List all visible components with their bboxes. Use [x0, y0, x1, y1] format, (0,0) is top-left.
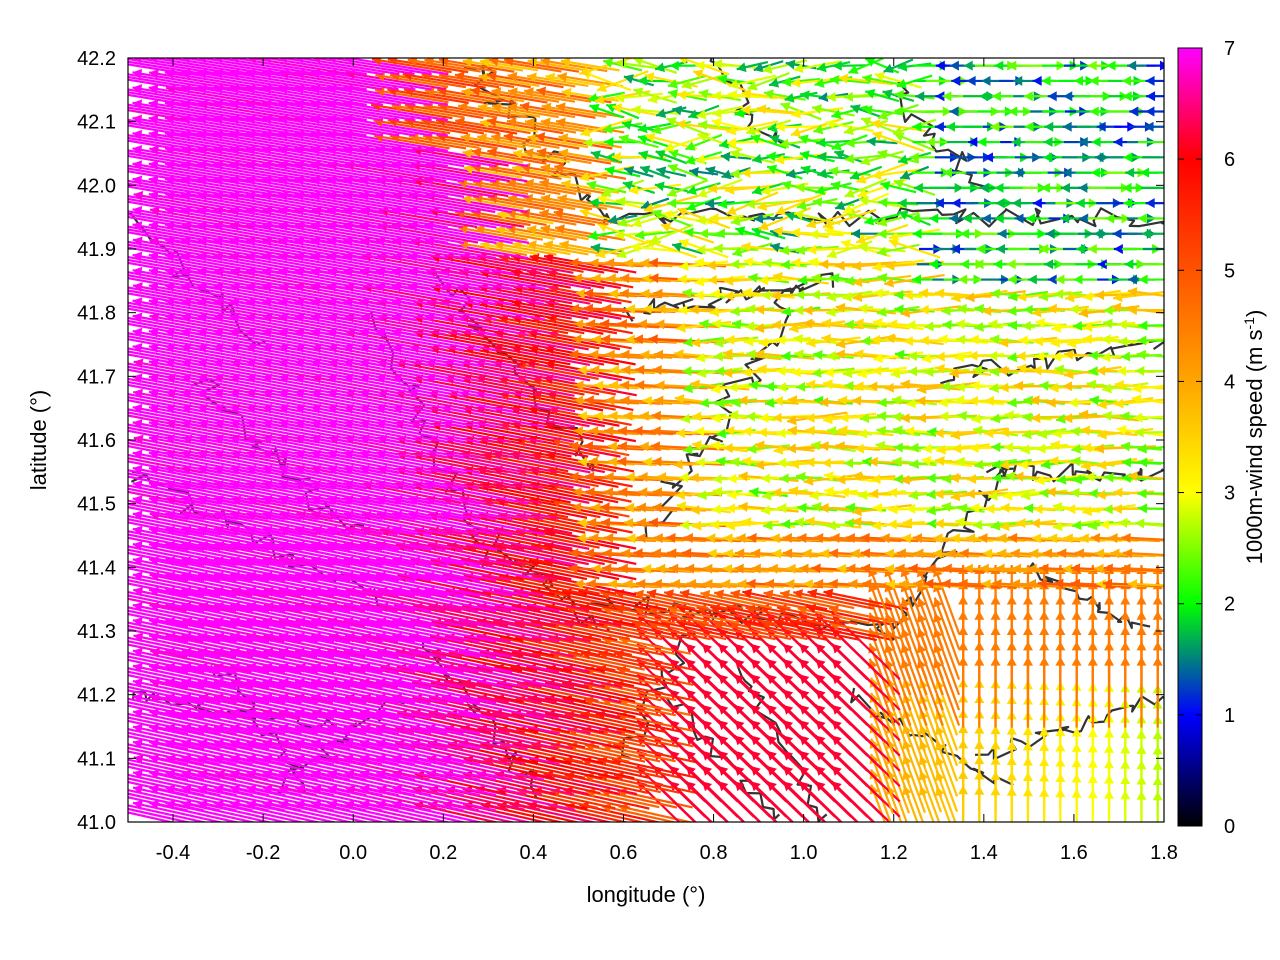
wind-arrow — [128, 697, 221, 720]
colorbar-tick-label: 5 — [1224, 260, 1235, 282]
wind-arrow — [128, 780, 189, 797]
y-tick-label: 42.0 — [77, 175, 116, 197]
wind-arrow — [133, 754, 237, 781]
y-tick-label: 41.4 — [77, 557, 116, 579]
wind-arrow — [128, 704, 189, 720]
x-tick-label: 0.4 — [519, 842, 547, 864]
wind-arrow — [128, 773, 221, 797]
wind-arrow — [132, 799, 225, 822]
colorbar-tick-label: 3 — [1224, 483, 1235, 505]
wind-arrow — [128, 796, 189, 812]
colorbar-tick-label: 4 — [1224, 371, 1235, 393]
x-tick-label: 1.4 — [970, 842, 998, 864]
colorbar-tick-label: 1 — [1224, 705, 1235, 727]
contour-line — [940, 338, 1164, 385]
plot-area — [128, 58, 1164, 822]
wind-arrow — [128, 777, 205, 797]
x-axis-title: longitude (°) — [587, 882, 706, 907]
contour-line — [642, 281, 808, 541]
wind-vectors — [128, 58, 1164, 822]
colorbar-tick-label: 6 — [1224, 149, 1235, 171]
wind-arrow — [128, 788, 221, 812]
x-tick-label: -0.4 — [156, 842, 190, 864]
wind-arrow — [132, 723, 237, 751]
y-tick-label: 41.3 — [77, 621, 116, 643]
x-tick-label: 1.8 — [1150, 842, 1178, 864]
wind-arrow — [128, 728, 221, 751]
y-tick-label: 41.9 — [77, 239, 116, 261]
wind-arrow — [128, 667, 221, 689]
wind-arrow — [132, 738, 237, 766]
colorbar-tick-label: 0 — [1224, 816, 1235, 838]
y-tick-label: 41.2 — [77, 685, 116, 707]
wind-arrow — [128, 731, 205, 751]
x-tick-label: 0.8 — [700, 842, 728, 864]
y-tick-label: 41.8 — [77, 303, 116, 325]
wind-arrow — [128, 765, 189, 781]
wind-arrow — [128, 762, 205, 781]
colorbar-fill — [1177, 47, 1203, 827]
y-tick-label: 41.5 — [77, 494, 116, 516]
wind-arrow — [128, 701, 205, 720]
wind-arrow — [128, 746, 205, 766]
wind-arrow — [132, 693, 237, 720]
wind-arrow — [128, 673, 189, 689]
wind-arrow — [128, 807, 192, 822]
wind-arrow — [132, 662, 237, 689]
colorbar-title-main: 1000m-wind speed (m s — [1242, 330, 1267, 565]
colorbar-tick-label: 2 — [1224, 594, 1235, 616]
wind-arrow — [132, 708, 237, 735]
wind-arrow — [128, 719, 189, 735]
y-tick-label: 41.1 — [77, 748, 116, 770]
wind-arrow — [128, 670, 205, 689]
colorbar-title-sup: -1 — [1241, 317, 1257, 330]
wind-arrow — [128, 811, 176, 822]
x-tick-label: 1.0 — [790, 842, 818, 864]
colorbar-title-end: ) — [1242, 310, 1267, 317]
wind-arrow — [132, 678, 237, 705]
wind-arrow — [128, 689, 189, 705]
colorbar: 0 1 2 3 4 5 6 7 1000m-wind speed (m s-1) — [1177, 38, 1267, 838]
x-tick-label: 0.0 — [339, 842, 367, 864]
colorbar-title: 1000m-wind speed (m s-1) — [1241, 310, 1267, 565]
x-tick-label: 0.2 — [429, 842, 457, 864]
x-tick-label: -0.2 — [246, 842, 280, 864]
x-tick-label: 1.6 — [1060, 842, 1088, 864]
y-tick-label: 41.6 — [77, 430, 116, 452]
y-tick-label: 42.1 — [77, 112, 116, 134]
wind-arrow — [128, 804, 208, 822]
y-tick-label: 41.7 — [77, 366, 116, 388]
wind-arrow — [128, 712, 221, 735]
wind-arrow — [128, 758, 221, 781]
x-tick-label: 0.6 — [610, 842, 638, 864]
contour-line — [737, 667, 828, 822]
wind-arrow — [128, 682, 221, 705]
wind-arrow — [128, 735, 189, 751]
y-tick-label: 41.0 — [77, 812, 116, 834]
wind-arrow — [132, 784, 237, 812]
colorbar-tick-label: 7 — [1224, 38, 1235, 60]
wind-arrow — [128, 750, 189, 766]
wind-arrow — [128, 743, 221, 766]
wind-arrow — [128, 792, 205, 812]
y-tick-label: 42.2 — [77, 48, 116, 70]
x-tick-label: 1.2 — [880, 842, 908, 864]
wind-arrow — [128, 685, 205, 705]
wind-arrow — [132, 769, 237, 797]
wind-arrow — [128, 716, 205, 735]
y-axis-title: latitude (°) — [26, 390, 51, 491]
